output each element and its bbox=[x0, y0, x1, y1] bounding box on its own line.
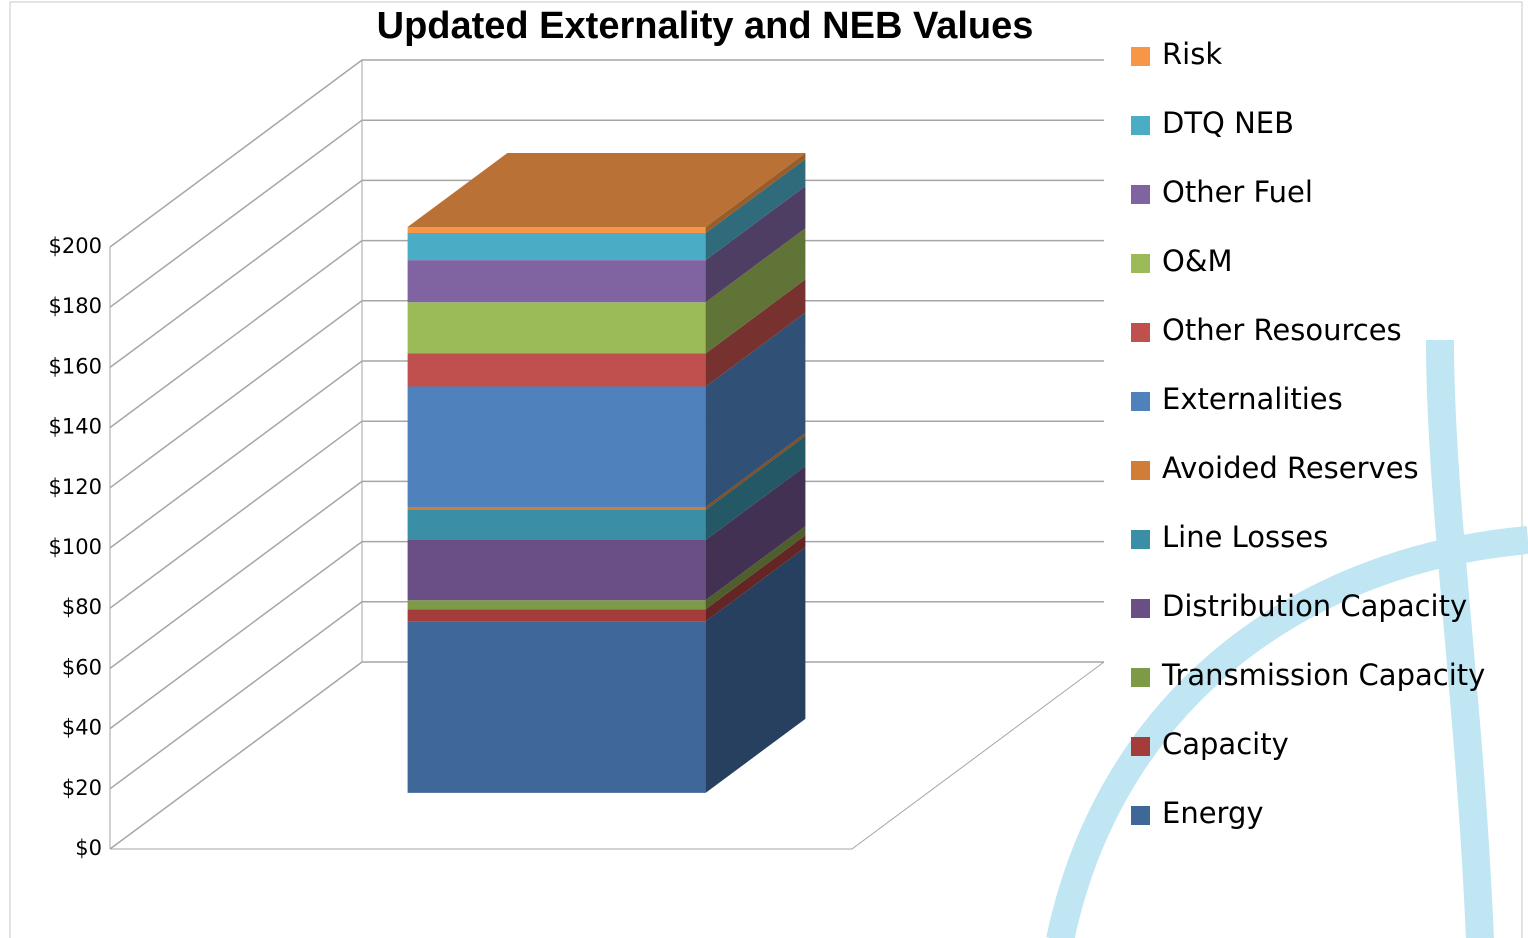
grid-line bbox=[109, 540, 1104, 730]
legend-label: Externalities bbox=[1162, 382, 1343, 416]
grid-line bbox=[109, 360, 1104, 549]
bar-side bbox=[705, 466, 806, 601]
legend-marker bbox=[1131, 323, 1150, 342]
bar-side bbox=[705, 312, 806, 507]
grid-line bbox=[109, 480, 1104, 670]
bar-segment bbox=[407, 386, 706, 507]
bar-segment bbox=[407, 353, 706, 387]
legend-label: Avoided Reserves bbox=[1162, 451, 1419, 485]
bar-top bbox=[407, 152, 806, 228]
bar-side bbox=[705, 152, 806, 234]
grid-line bbox=[109, 601, 1104, 790]
legend-label: Transmission Capacity bbox=[1161, 658, 1485, 692]
bar-segment bbox=[407, 302, 706, 354]
legend-marker bbox=[1131, 530, 1150, 549]
floor-edge bbox=[110, 661, 1105, 850]
grid-line bbox=[109, 59, 1104, 248]
y-tick-label: $120 bbox=[49, 475, 102, 499]
bar-side bbox=[705, 535, 806, 622]
y-tick-label: $40 bbox=[62, 716, 102, 740]
bar-segment bbox=[407, 621, 706, 793]
legend-label: Other Fuel bbox=[1162, 175, 1313, 209]
grid-line bbox=[109, 420, 1104, 609]
y-tick-label: $180 bbox=[49, 294, 102, 318]
legend-marker bbox=[1131, 47, 1150, 66]
bar-segment bbox=[407, 233, 706, 261]
legend-label: Other Resources bbox=[1162, 313, 1402, 347]
y-tick-label: $140 bbox=[49, 415, 102, 439]
grid-line bbox=[109, 300, 1104, 489]
grid-line bbox=[109, 661, 1104, 850]
legend-marker bbox=[1131, 599, 1150, 618]
y-tick-label: $0 bbox=[75, 836, 102, 860]
bar-side bbox=[705, 526, 806, 610]
y-tick-label: $20 bbox=[62, 776, 102, 800]
legend-label: Line Losses bbox=[1162, 520, 1328, 554]
bar-segment bbox=[407, 227, 706, 234]
bar-segment bbox=[407, 540, 706, 601]
y-tick-label: $160 bbox=[49, 354, 102, 378]
bar-segment bbox=[407, 506, 706, 510]
legend-marker bbox=[1131, 737, 1150, 756]
bar-side bbox=[705, 279, 806, 387]
legend-label: Distribution Capacity bbox=[1162, 589, 1467, 623]
legend-marker bbox=[1131, 185, 1150, 204]
y-tick-label: $200 bbox=[49, 234, 102, 258]
bar-side bbox=[705, 186, 806, 303]
bar-segment bbox=[407, 600, 706, 610]
legend-marker bbox=[1131, 392, 1150, 411]
legend-marker bbox=[1131, 668, 1150, 687]
legend-marker bbox=[1131, 116, 1150, 135]
bar-side bbox=[705, 435, 806, 541]
legend-label: Risk bbox=[1162, 37, 1222, 71]
chart-title: Updated Externality and NEB Values bbox=[377, 5, 1034, 47]
bar-side bbox=[705, 158, 806, 261]
legend-marker bbox=[1131, 254, 1150, 273]
bar-side bbox=[705, 547, 806, 793]
legend-marker bbox=[1131, 806, 1150, 825]
bar-segment bbox=[407, 509, 706, 541]
bar-side bbox=[705, 432, 806, 510]
bar-segment bbox=[407, 609, 706, 622]
legend-label: DTQ NEB bbox=[1162, 106, 1294, 140]
y-tick-label: $60 bbox=[62, 655, 102, 679]
y-tick-label: $80 bbox=[62, 595, 102, 619]
grid-line bbox=[109, 239, 1104, 429]
legend-label: O&M bbox=[1162, 244, 1232, 278]
legend-label: Capacity bbox=[1162, 727, 1289, 761]
grid-line bbox=[109, 119, 1104, 308]
legend-label: Energy bbox=[1162, 796, 1264, 830]
grid-line bbox=[109, 179, 1104, 369]
legend-marker bbox=[1131, 461, 1150, 480]
bar-segment bbox=[407, 260, 706, 303]
bar-side bbox=[705, 228, 806, 354]
y-tick-label: $100 bbox=[49, 535, 102, 559]
watermark bbox=[1046, 339, 1528, 938]
